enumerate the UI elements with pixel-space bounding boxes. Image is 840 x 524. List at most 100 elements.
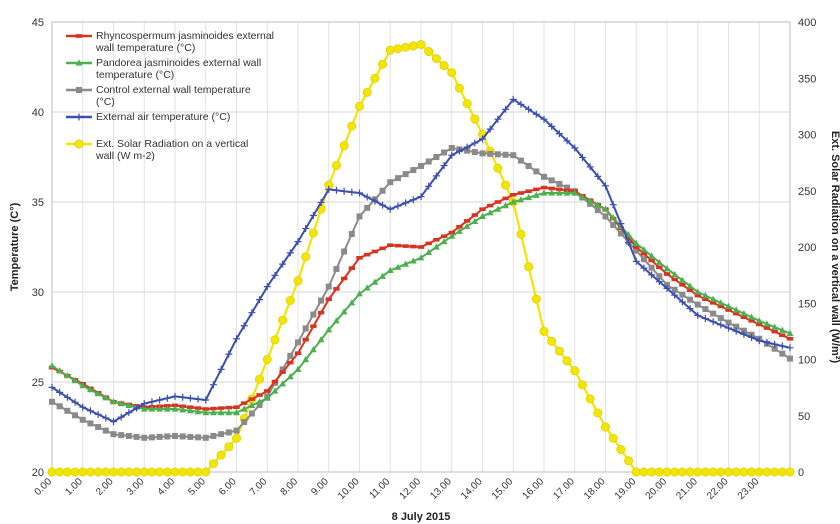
x-tick-label: 21.00 (674, 476, 700, 502)
data-point (94, 410, 102, 418)
data-point (402, 244, 409, 248)
data-point (333, 287, 340, 291)
data-point (540, 115, 548, 123)
data-point (271, 379, 279, 384)
data-point (179, 406, 187, 413)
data-point (731, 467, 741, 477)
data-point (487, 150, 494, 157)
data-point (648, 271, 656, 279)
data-point (317, 336, 325, 343)
data-point (671, 277, 678, 282)
data-point (617, 230, 624, 237)
data-point (179, 433, 186, 440)
legend: Rhyncospermum jasminoides external wall t… (66, 30, 274, 162)
y2-tick-label: 200 (798, 242, 816, 254)
data-point (555, 130, 563, 138)
data-point (755, 337, 763, 345)
data-point (732, 311, 740, 316)
data-point (548, 189, 556, 196)
data-point (616, 444, 626, 454)
y-tick-label: 35 (32, 197, 44, 209)
data-point (440, 238, 448, 245)
data-point (302, 225, 310, 233)
data-point (186, 407, 194, 414)
data-point (486, 203, 494, 208)
data-point (348, 299, 356, 306)
data-point (364, 204, 371, 211)
legend-item: Rhyncospermum jasminoides external wall t… (66, 30, 274, 54)
data-point (147, 467, 157, 477)
data-point (402, 171, 409, 178)
data-point (133, 433, 140, 440)
data-point (763, 320, 771, 327)
data-point (501, 180, 511, 190)
data-point (509, 198, 517, 205)
data-point (762, 467, 772, 477)
data-point (125, 433, 132, 439)
data-point (110, 398, 117, 405)
data-point (410, 167, 417, 174)
data-point (394, 175, 401, 182)
data-point (785, 467, 795, 477)
data-point (717, 321, 725, 329)
data-point (525, 193, 533, 201)
data-point (156, 396, 164, 404)
data-point (547, 336, 557, 346)
data-point (370, 73, 380, 83)
data-point (602, 213, 609, 220)
data-point (193, 467, 203, 477)
data-point (462, 99, 472, 109)
data-point (678, 276, 686, 283)
data-point (732, 327, 740, 335)
data-point (408, 41, 418, 51)
data-point (87, 386, 94, 393)
data-point (217, 409, 225, 416)
data-point (256, 398, 263, 405)
data-point (671, 270, 679, 278)
x-tick-label: 11.00 (367, 476, 392, 501)
data-point (117, 400, 125, 407)
data-point (318, 297, 325, 304)
data-point (256, 296, 264, 304)
data-point (295, 339, 301, 346)
data-point (133, 404, 141, 412)
data-point (202, 396, 210, 404)
x-tick-label: 5.00 (186, 476, 208, 498)
data-point (62, 467, 72, 477)
data-point (140, 400, 148, 408)
data-point (294, 365, 302, 372)
data-point (325, 326, 333, 333)
data-point (502, 105, 510, 113)
data-point (287, 360, 294, 365)
data-point (425, 182, 433, 190)
data-point (202, 409, 210, 416)
data-point (433, 154, 440, 160)
data-point (725, 302, 732, 309)
data-point (170, 467, 180, 477)
x-tick-label: 7.00 (248, 476, 270, 498)
data-point (363, 284, 371, 291)
data-point (479, 212, 486, 219)
data-point (771, 323, 779, 330)
data-point (109, 467, 119, 477)
data-point (302, 337, 309, 342)
data-point (654, 467, 664, 477)
legend-label: Pandorea jasminoides external wall temper… (96, 57, 261, 81)
x-tick-label: 4.00 (156, 476, 178, 498)
data-point (271, 387, 279, 394)
x-tick-label: 17.00 (551, 476, 577, 502)
data-point (356, 256, 363, 260)
data-point (548, 122, 556, 130)
data-point (256, 393, 263, 397)
data-point (164, 433, 171, 440)
data-point (255, 374, 265, 384)
data-point (56, 403, 63, 410)
data-point (763, 326, 771, 330)
y-tick-label: 20 (32, 467, 44, 479)
data-point (740, 310, 748, 317)
data-point (302, 325, 309, 332)
data-point (694, 293, 701, 298)
data-point (354, 101, 364, 111)
data-point (264, 389, 271, 393)
data-point (195, 434, 202, 441)
